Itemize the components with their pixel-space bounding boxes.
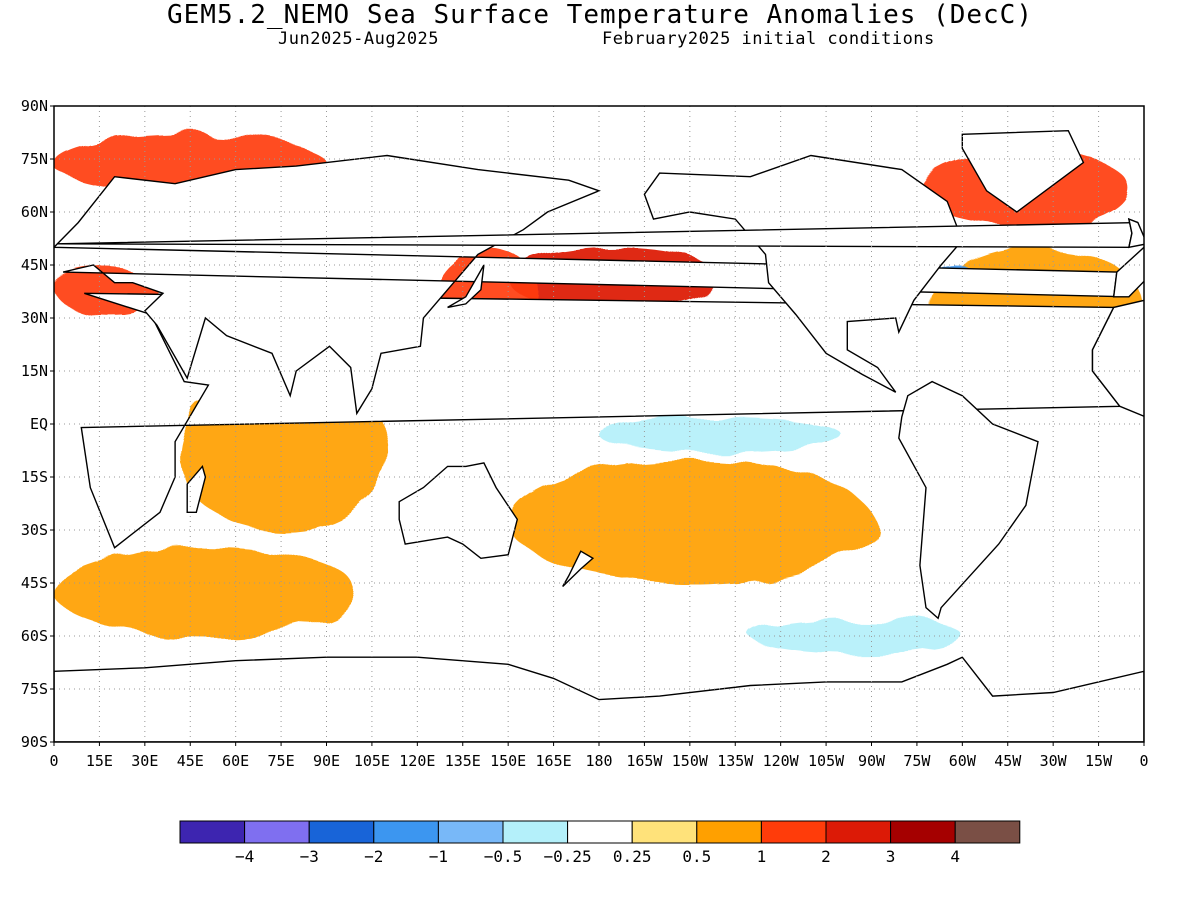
lon-label: 120E <box>399 752 435 770</box>
colorbar-label: −4 <box>235 847 254 866</box>
lon-label: 15W <box>1085 752 1113 770</box>
colorbar-swatch <box>760 820 827 844</box>
land-north-america <box>643 154 964 393</box>
colorbar-swatch <box>308 820 375 844</box>
lon-label: 60E <box>222 752 249 770</box>
lon-label: 90W <box>858 752 886 770</box>
lon-label: 60W <box>949 752 977 770</box>
colorbar-label: −3 <box>300 847 319 866</box>
lon-label: 165E <box>536 752 572 770</box>
lon-label: 75E <box>268 752 295 770</box>
colorbar-swatch <box>437 820 504 844</box>
colorbar-label: 4 <box>950 847 960 866</box>
lat-label: 90N <box>21 97 48 115</box>
lon-label: 180 <box>585 752 612 770</box>
lat-label: 30S <box>21 521 48 539</box>
lat-label: EQ <box>30 415 48 433</box>
colorbar-label: 0.25 <box>613 847 652 866</box>
lat-label: 75S <box>21 680 48 698</box>
lon-label: 135W <box>717 752 754 770</box>
lon-label: 105E <box>354 752 390 770</box>
lon-label: 150W <box>672 752 709 770</box>
lat-label: 45S <box>21 574 48 592</box>
lon-label: 30W <box>1040 752 1068 770</box>
land-australia <box>398 462 519 560</box>
land-south-america <box>898 380 1039 620</box>
colorbar-swatch <box>502 820 569 844</box>
colorbar-swatch <box>567 820 633 844</box>
colorbar-label: 0.5 <box>682 847 711 866</box>
colorbar-swatch <box>890 820 956 844</box>
colorbar-swatch <box>954 820 1021 844</box>
latitude-axis: 90N 75N 60N 45N 30N 15N EQ 15S 30S 45S 60S 75S 90S <box>21 97 54 751</box>
lat-label: 60S <box>21 627 48 645</box>
longitude-axis: 0 15E 30E 45E 60E 75E 90E 105E 120E 135E 150E 165E 1… <box>49 742 1149 770</box>
lon-label: 0 <box>49 752 58 770</box>
colorbar-label: 3 <box>886 847 896 866</box>
lon-label: 15E <box>86 752 113 770</box>
lon-label: 135E <box>445 752 481 770</box>
colorbar-label: −1 <box>429 847 448 866</box>
colorbar-swatch <box>244 820 310 844</box>
lon-label: 120W <box>763 752 800 770</box>
colorbar-swatch <box>696 820 762 844</box>
plot-title: GEM5.2_NEMO Sea Surface Temperature Anom… <box>167 0 1033 30</box>
colorbar-label: −0.25 <box>544 847 592 866</box>
land-madagascar <box>186 464 207 513</box>
lon-label: 30E <box>131 752 158 770</box>
land-antarctica <box>54 656 1144 742</box>
lon-label: 90E <box>313 752 340 770</box>
lon-label: 75W <box>903 752 931 770</box>
lat-label: 90S <box>21 733 48 751</box>
lat-label: 15S <box>21 468 48 486</box>
lat-label: 60N <box>21 203 48 221</box>
colorbar-swatch <box>373 820 439 844</box>
graticule <box>54 106 1144 742</box>
colorbar-swatch <box>179 820 246 844</box>
colorbar-label: 2 <box>821 847 831 866</box>
lon-label: 165W <box>626 752 663 770</box>
subtitle-period: Jun2025-Aug2025 <box>278 29 440 49</box>
lon-label: 45E <box>177 752 204 770</box>
colorbar-swatch <box>631 820 698 844</box>
continent-outlines <box>54 129 1144 742</box>
colorbar-label: 1 <box>757 847 767 866</box>
lon-label: 0 <box>1139 752 1148 770</box>
lon-label: 150E <box>490 752 526 770</box>
colorbar-label: −2 <box>364 847 383 866</box>
lat-label: 45N <box>21 256 48 274</box>
colorbar: −4 −3 −2 −1 −0.5 −0.25 0.25 0.5 1 2 3 4 <box>179 820 1021 866</box>
colorbar-swatch <box>825 820 892 844</box>
lon-label: 45W <box>994 752 1022 770</box>
colorbar-label: −0.5 <box>484 847 523 866</box>
land-eurasia-wrap <box>1112 246 1144 298</box>
land-new-zealand <box>562 550 595 588</box>
anomaly-region-11 <box>54 547 357 636</box>
land-eurasia <box>54 154 1129 416</box>
lat-label: 30N <box>21 309 48 327</box>
anomaly-region-12 <box>750 618 963 654</box>
lat-label: 15N <box>21 362 48 380</box>
subtitle-init: February2025 initial conditions <box>602 29 935 49</box>
anomaly-region-5 <box>599 416 842 453</box>
land-africa-wrap <box>1091 299 1144 418</box>
lon-label: 105W <box>808 752 845 770</box>
land-japan <box>447 264 485 309</box>
lat-label: 75N <box>21 150 48 168</box>
